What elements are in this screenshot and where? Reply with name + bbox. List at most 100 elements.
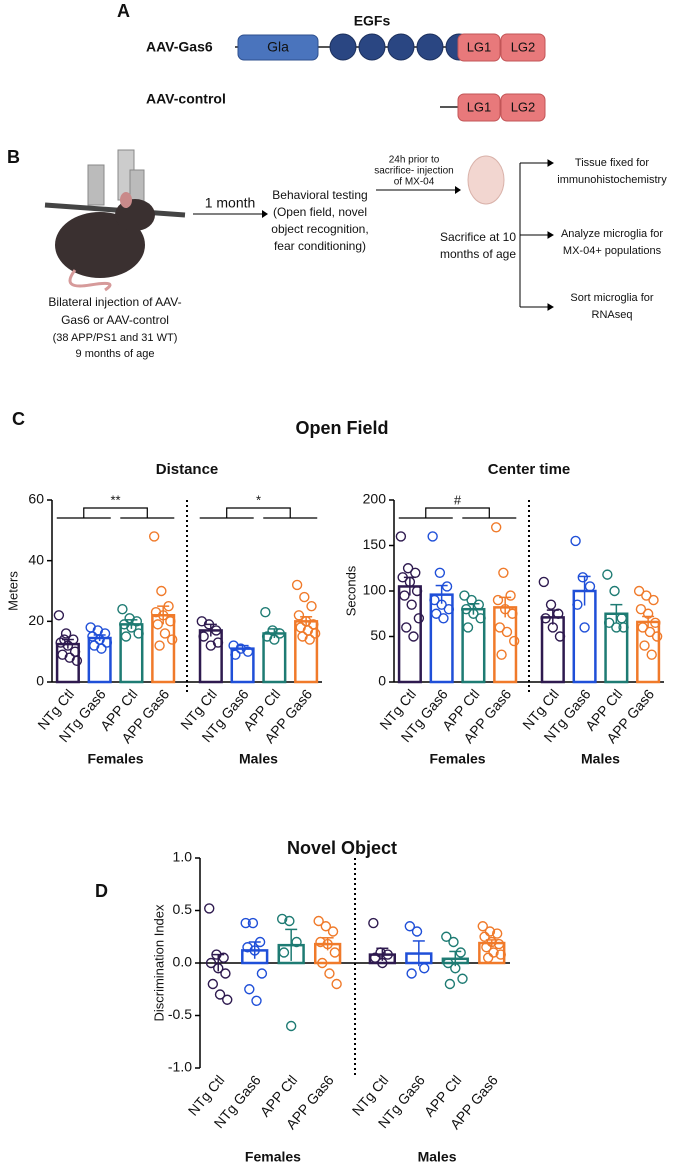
data-point bbox=[163, 600, 174, 612]
data-point bbox=[494, 622, 505, 633]
sacrifice-line: months of age bbox=[440, 247, 516, 261]
data-point bbox=[411, 926, 423, 937]
bar bbox=[230, 647, 255, 684]
y-tick-label: 40 bbox=[28, 551, 44, 567]
y-tick-label: 0 bbox=[378, 673, 386, 689]
data-point bbox=[247, 917, 259, 929]
testing-line: fear conditioning) bbox=[274, 239, 366, 253]
bar bbox=[461, 607, 486, 684]
data-point bbox=[637, 622, 648, 633]
data-point bbox=[306, 600, 317, 612]
data-point bbox=[230, 649, 241, 660]
panel-label: A bbox=[117, 1, 130, 21]
data-point bbox=[443, 604, 455, 615]
data-point bbox=[329, 947, 341, 958]
data-point bbox=[441, 931, 452, 942]
y-tick-label: 50 bbox=[370, 627, 386, 643]
data-point bbox=[313, 915, 324, 927]
data-point bbox=[404, 576, 416, 588]
data-point bbox=[368, 917, 379, 929]
caption-line: (38 APP/PS1 and 31 WT) bbox=[53, 332, 178, 344]
data-point bbox=[375, 947, 386, 958]
data-point bbox=[459, 590, 470, 601]
data-point bbox=[218, 952, 229, 963]
caption-line: Bilateral injection of AAV- bbox=[48, 295, 181, 309]
data-point bbox=[315, 936, 326, 948]
data-point bbox=[324, 968, 335, 979]
data-point bbox=[468, 608, 479, 619]
data-point bbox=[545, 599, 557, 610]
data-point bbox=[572, 599, 583, 610]
gla-domain bbox=[237, 34, 319, 61]
data-point bbox=[492, 594, 504, 606]
data-point bbox=[256, 968, 268, 979]
gla-label: Gla bbox=[267, 39, 289, 55]
lg1-label: LG1 bbox=[467, 99, 492, 114]
data-point bbox=[322, 938, 333, 950]
data-point bbox=[448, 936, 459, 948]
lg2-label: LG2 bbox=[511, 39, 536, 54]
data-point bbox=[240, 917, 251, 929]
y-axis-label: Seconds bbox=[343, 565, 358, 616]
testing-line: Behavioral testing bbox=[272, 188, 367, 202]
data-point bbox=[490, 522, 502, 533]
lg2-domain bbox=[500, 93, 546, 122]
sacrifice-line: Sacrifice at 10 bbox=[440, 230, 516, 244]
data-point bbox=[117, 604, 128, 615]
data-point bbox=[260, 607, 271, 618]
data-point bbox=[291, 936, 302, 948]
data-point bbox=[327, 926, 339, 937]
data-point bbox=[406, 968, 417, 979]
data-point bbox=[540, 613, 551, 624]
data-point bbox=[498, 567, 509, 578]
data-point bbox=[491, 928, 503, 939]
data-point bbox=[166, 634, 178, 645]
data-point bbox=[401, 622, 412, 633]
bar bbox=[294, 620, 319, 684]
y-axis-label: Meters bbox=[5, 571, 20, 611]
data-point bbox=[395, 531, 407, 542]
data-point bbox=[222, 994, 233, 1005]
data-point bbox=[639, 640, 650, 651]
data-point bbox=[269, 634, 280, 645]
data-point bbox=[207, 978, 219, 990]
data-point bbox=[133, 628, 144, 639]
data-point bbox=[450, 963, 461, 974]
egfs-label: EGFs bbox=[354, 13, 391, 29]
data-point bbox=[499, 604, 511, 615]
data-point bbox=[251, 995, 262, 1006]
data-point bbox=[152, 619, 163, 630]
data-point bbox=[602, 569, 613, 580]
data-point bbox=[242, 646, 254, 657]
branch-arrows bbox=[519, 159, 554, 311]
mouse-illustration bbox=[44, 149, 186, 292]
injection-line: 24h prior to bbox=[389, 155, 440, 166]
data-point bbox=[538, 576, 550, 588]
data-point bbox=[444, 978, 456, 990]
outcome-line: immunohistochemistry bbox=[557, 174, 667, 186]
data-point bbox=[148, 531, 160, 542]
data-point bbox=[609, 585, 620, 597]
data-point bbox=[481, 942, 492, 953]
chart-title: Center time bbox=[488, 461, 571, 478]
data-point bbox=[205, 957, 217, 969]
caption-line: Gas6 or AAV-control bbox=[61, 313, 169, 327]
y-tick-label: -0.5 bbox=[168, 1006, 192, 1022]
y-tick-label: 0.0 bbox=[173, 954, 193, 970]
data-point bbox=[507, 608, 518, 619]
injection-line: sacrifice- injection bbox=[374, 166, 453, 177]
data-point bbox=[648, 594, 659, 606]
data-point bbox=[211, 625, 222, 636]
data-point bbox=[291, 579, 303, 591]
data-point bbox=[411, 585, 423, 597]
data-point bbox=[220, 968, 231, 979]
significance-bracket bbox=[199, 507, 318, 519]
significance-label: ** bbox=[110, 492, 120, 507]
arrowhead bbox=[262, 210, 268, 218]
data-point bbox=[616, 613, 627, 624]
data-point bbox=[317, 957, 328, 969]
data-point bbox=[493, 938, 505, 950]
data-point bbox=[431, 608, 442, 619]
data-point bbox=[505, 590, 516, 601]
data-point bbox=[198, 631, 209, 642]
